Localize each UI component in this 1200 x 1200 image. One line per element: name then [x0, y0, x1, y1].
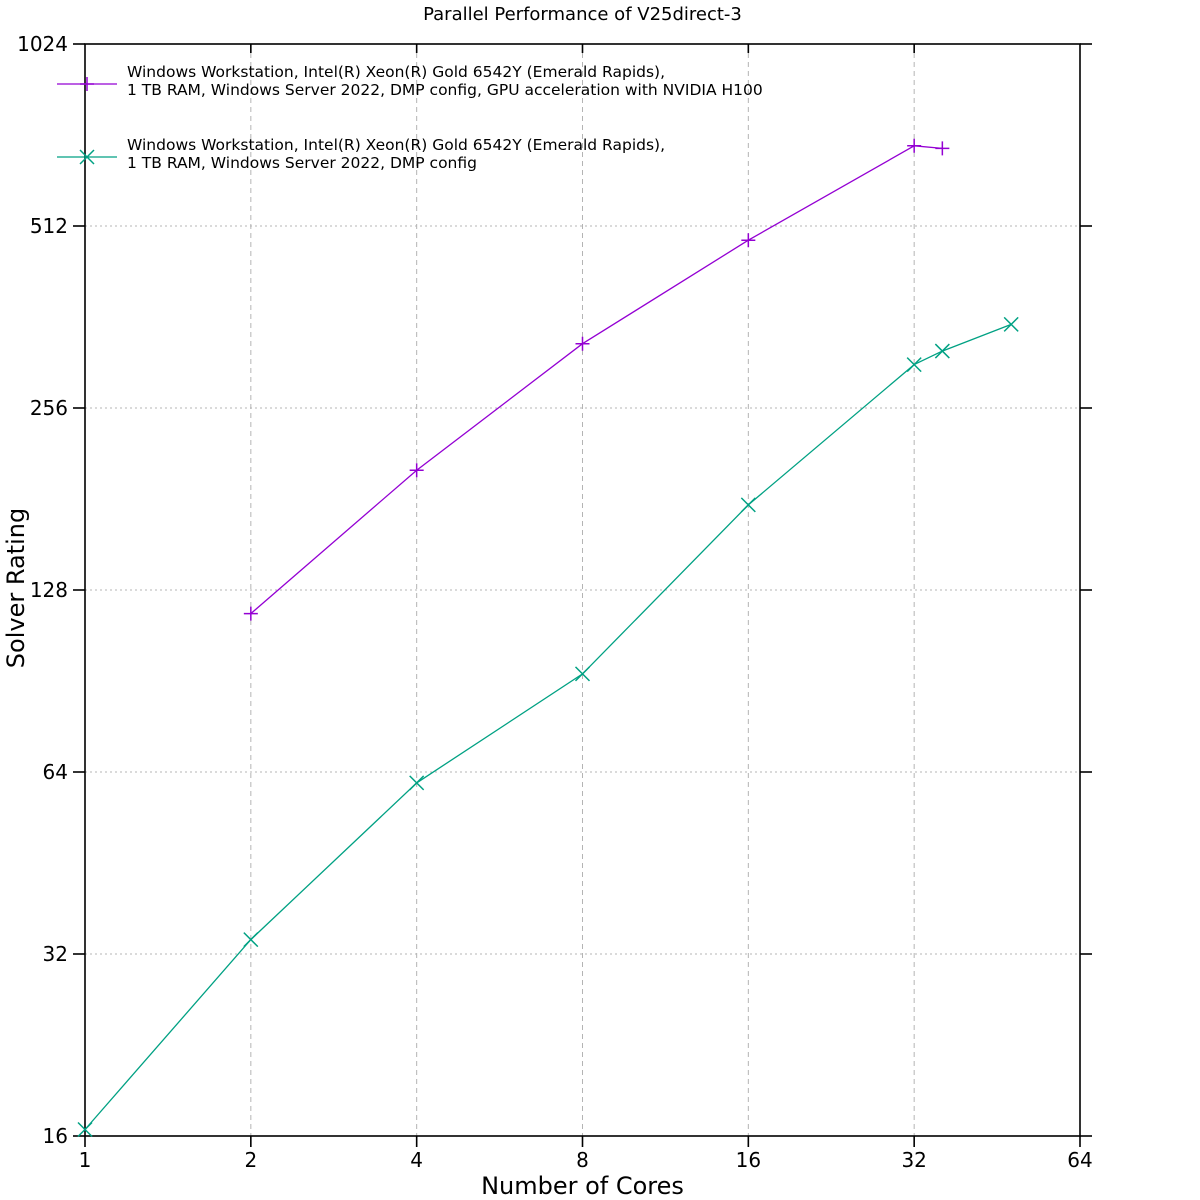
x-tick-label: 1	[79, 1148, 92, 1172]
y-tick-label: 32	[43, 942, 68, 966]
legend-sample-marker-gpu	[80, 77, 94, 91]
data-point-cpu	[906, 357, 922, 373]
data-point-cpu	[77, 1121, 93, 1138]
legend-label-line1-cpu: Windows Workstation, Intel(R) Xeon(R) Go…	[127, 136, 665, 154]
data-point-gpu	[741, 233, 756, 248]
data-point-cpu	[574, 666, 591, 682]
x-axis-title: Number of Cores	[481, 1172, 684, 1200]
y-tick-label: 16	[43, 1124, 68, 1148]
x-tick-label: 8	[576, 1148, 589, 1172]
data-point-cpu	[243, 932, 259, 948]
x-tick-label: 2	[244, 1148, 257, 1172]
data-point-gpu	[243, 606, 258, 621]
y-tick-label: 128	[30, 578, 68, 602]
data-point-gpu	[575, 336, 590, 351]
legend-label-line1-gpu: Windows Workstation, Intel(R) Xeon(R) Go…	[127, 63, 665, 81]
y-tick-label: 256	[30, 396, 68, 420]
y-tick-label: 1024	[17, 32, 68, 56]
data-point-cpu	[1003, 316, 1019, 332]
data-point-cpu	[740, 497, 756, 513]
chart-title: Parallel Performance of V25direct-3	[423, 4, 742, 25]
data-point-gpu	[907, 138, 922, 153]
data-point-gpu	[409, 463, 424, 478]
y-tick-label: 512	[30, 214, 68, 238]
x-tick-label: 32	[901, 1148, 926, 1172]
x-tick-label: 64	[1067, 1148, 1092, 1172]
data-point-cpu	[934, 343, 950, 359]
series-line-cpu	[84, 323, 1012, 1130]
x-tick-label: 16	[736, 1148, 761, 1172]
legend-sample-marker-cpu	[79, 149, 95, 165]
legend-label-line2-gpu: 1 TB RAM, Windows Server 2022, DMP confi…	[127, 81, 763, 99]
y-tick-label: 64	[43, 760, 68, 784]
data-point-gpu	[935, 141, 950, 156]
x-tick-label: 4	[410, 1148, 423, 1172]
data-point-cpu	[409, 775, 425, 791]
series-line-gpu	[250, 145, 943, 615]
legend-label-line2-cpu: 1 TB RAM, Windows Server 2022, DMP confi…	[127, 154, 477, 172]
